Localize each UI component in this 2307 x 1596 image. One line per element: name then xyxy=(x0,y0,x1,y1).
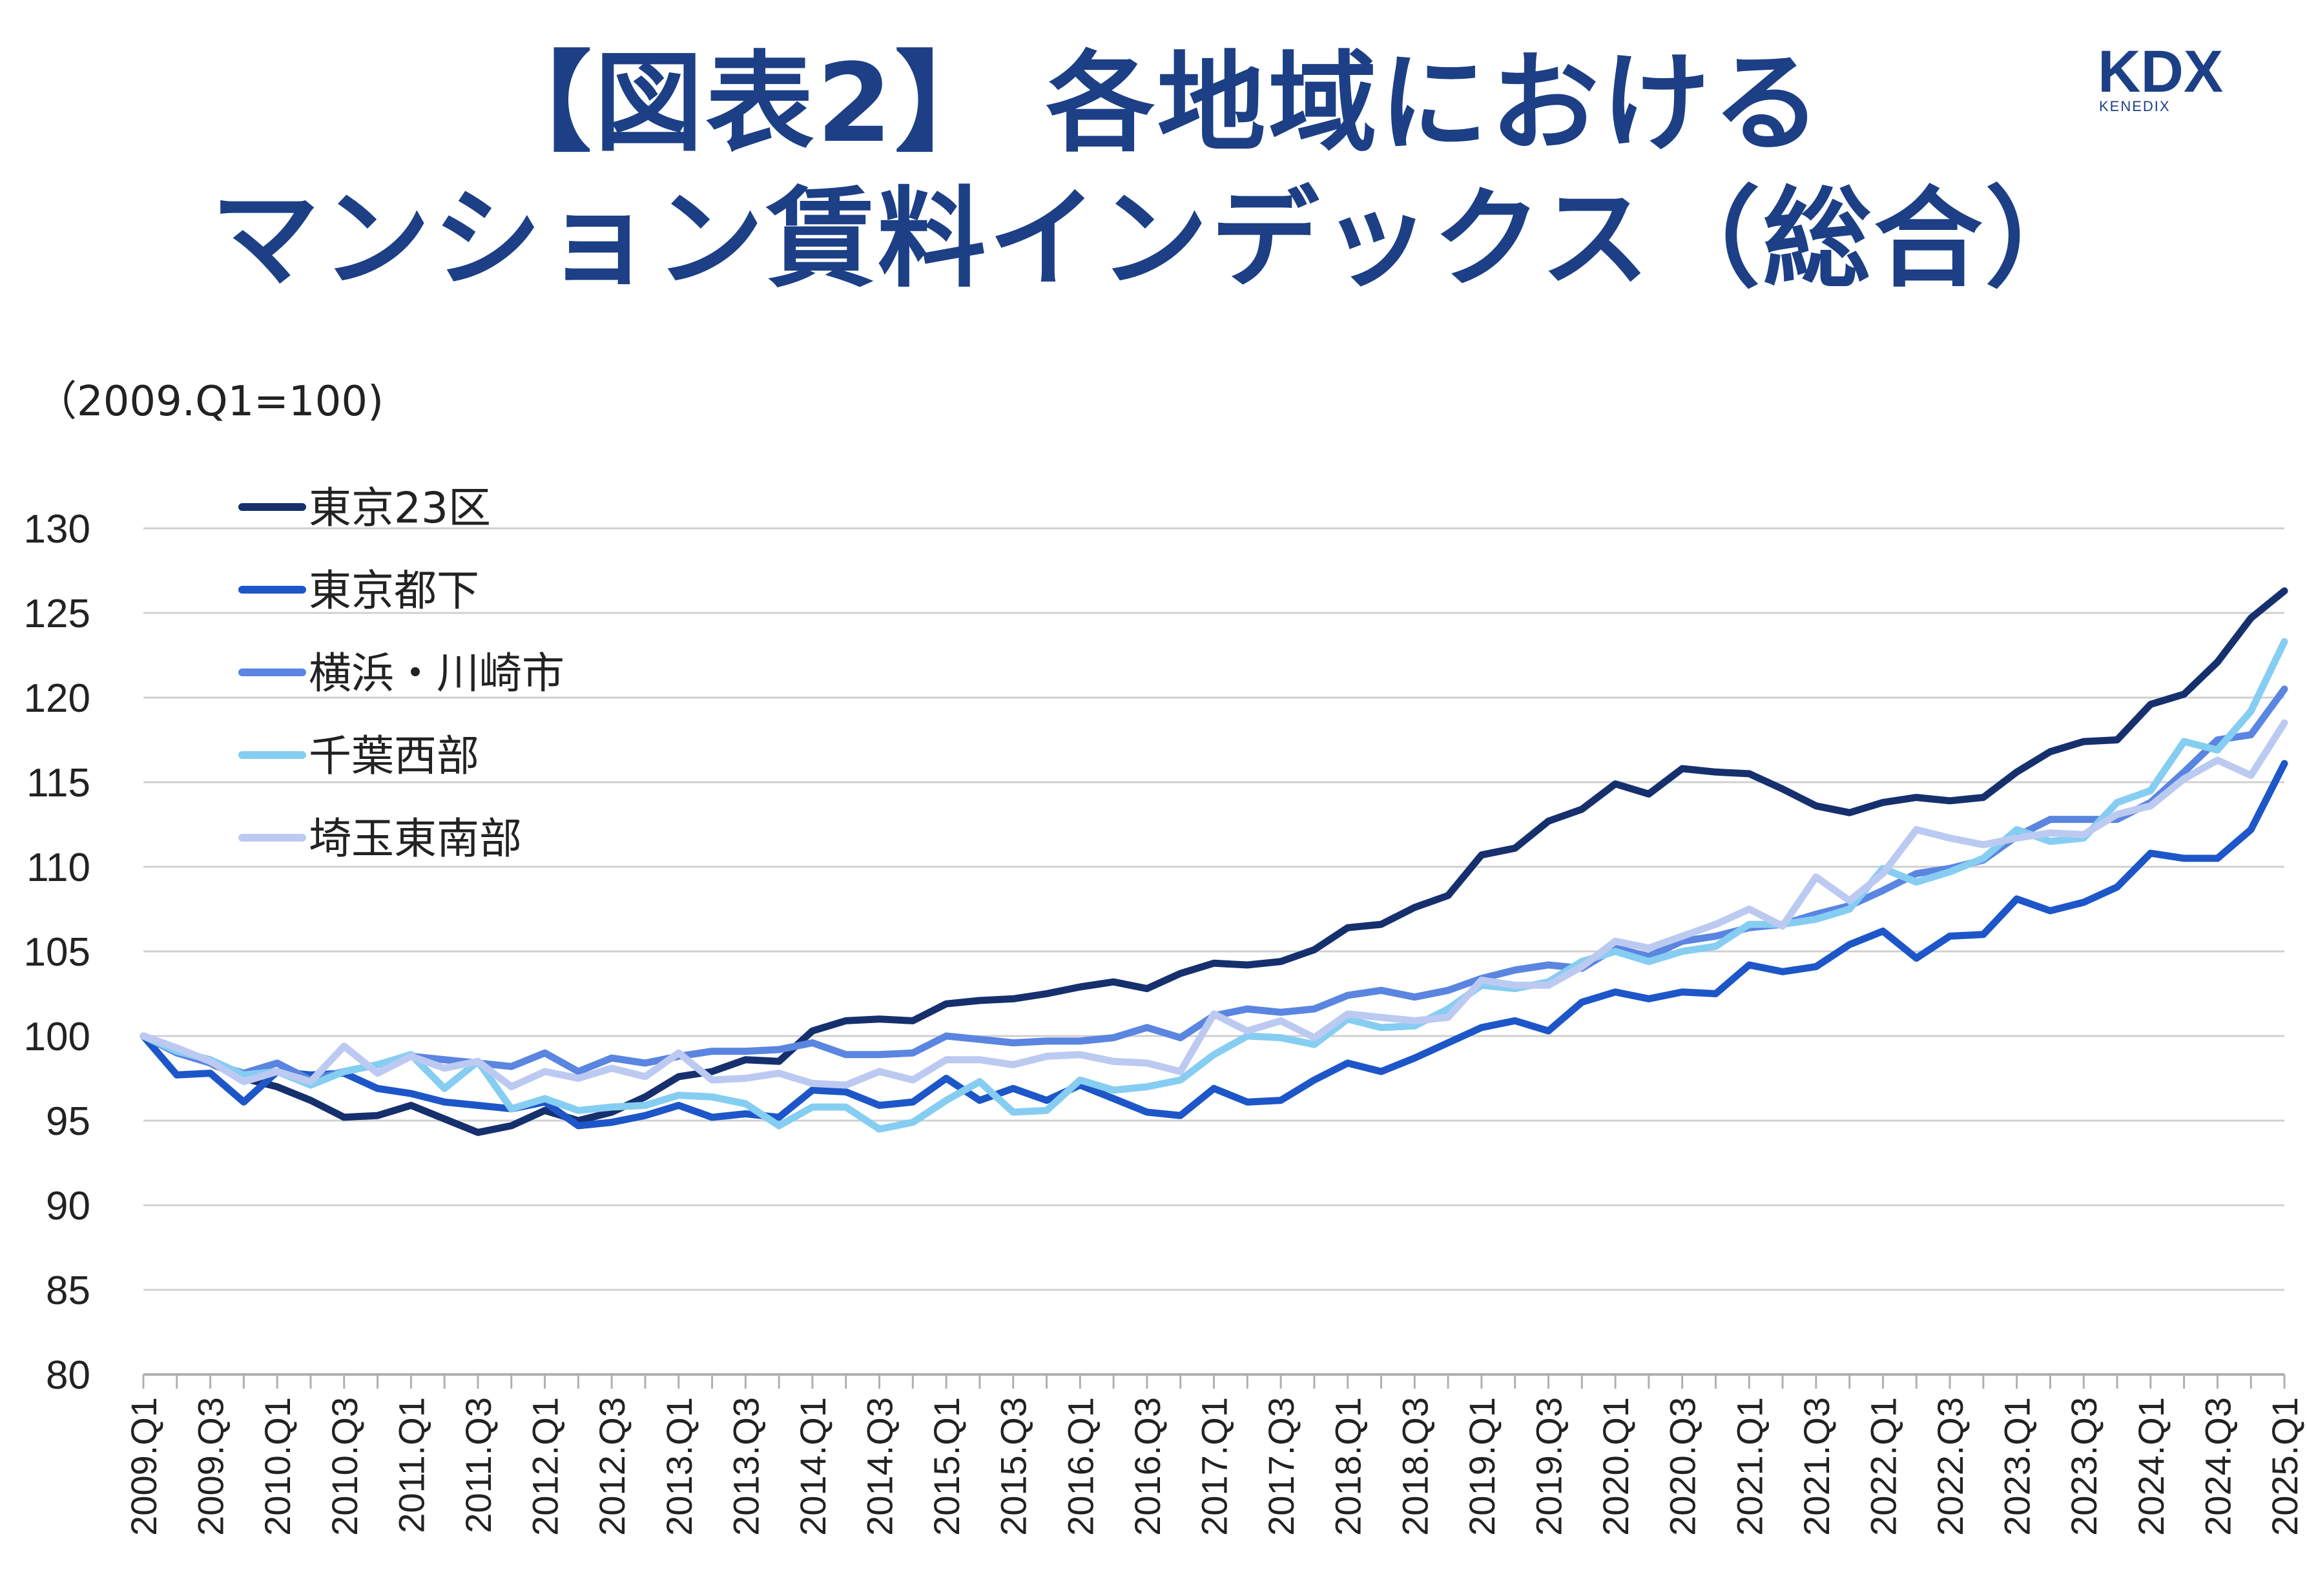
x-tick-label: 2015.Q3 xyxy=(993,1397,1034,1536)
legend-label: 東京都下 xyxy=(309,566,479,616)
y-tick-label: 110 xyxy=(26,845,90,890)
x-tick-label: 2009.Q1 xyxy=(123,1397,164,1536)
x-tick-label: 2010.Q1 xyxy=(257,1397,298,1536)
chart-title: 【図表2】 各地域における マンション賃料インデックス（総合） xyxy=(0,36,2307,307)
y-tick-label: 105 xyxy=(24,930,90,975)
x-tick-label: 2013.Q1 xyxy=(659,1397,699,1536)
legend-label: 横浜・川崎市 xyxy=(309,648,564,698)
x-tick-label: 2011.Q1 xyxy=(391,1397,431,1533)
x-tick-label: 2021.Q3 xyxy=(1796,1397,1837,1536)
x-tick-label: 2016.Q3 xyxy=(1127,1397,1168,1536)
x-tick-label: 2012.Q3 xyxy=(592,1397,632,1536)
x-tick-label: 2014.Q3 xyxy=(860,1397,900,1536)
x-tick-label: 2015.Q1 xyxy=(926,1397,967,1536)
x-tick-label: 2019.Q3 xyxy=(1528,1397,1569,1536)
x-tick-label: 2019.Q1 xyxy=(1462,1397,1502,1536)
x-tick-label: 2010.Q3 xyxy=(324,1397,365,1536)
x-tick-label: 2017.Q3 xyxy=(1261,1397,1301,1536)
logo-text: KDX xyxy=(2098,40,2223,105)
series-line-4 xyxy=(140,638,2288,1133)
x-tick-label: 2024.Q1 xyxy=(2131,1397,2171,1536)
unit-note: （2009.Q1=100) xyxy=(36,378,384,426)
x-tick-label: 2020.Q1 xyxy=(1595,1397,1636,1536)
y-tick-label: 95 xyxy=(46,1099,90,1144)
series-line-5 xyxy=(140,719,2288,1091)
x-tick-label: 2014.Q1 xyxy=(792,1397,833,1536)
x-tick-label: 2018.Q3 xyxy=(1394,1397,1435,1536)
x-tick-label: 2024.Q3 xyxy=(2197,1397,2238,1536)
x-tick-label: 2025.Q1 xyxy=(2264,1397,2305,1536)
y-tick-label: 130 xyxy=(24,507,90,552)
y-tick-label: 85 xyxy=(46,1269,90,1313)
x-tick-label: 2017.Q1 xyxy=(1194,1397,1235,1536)
legend-label: 千葉西部 xyxy=(309,731,479,781)
x-tick-label: 2016.Q1 xyxy=(1060,1397,1101,1536)
y-tick-label: 80 xyxy=(46,1353,90,1398)
kdx-logo: KDX KENEDIX xyxy=(2098,40,2223,114)
x-tick-label: 2023.Q3 xyxy=(2064,1397,2104,1536)
legend-label: 東京23区 xyxy=(309,483,491,533)
x-tick-label: 2011.Q3 xyxy=(458,1397,499,1533)
x-tick-label: 2023.Q1 xyxy=(1997,1397,2038,1536)
legend-label: 埼玉東南部 xyxy=(309,814,522,864)
y-tick-label: 115 xyxy=(26,761,90,805)
x-tick-label: 2009.Q3 xyxy=(191,1397,231,1536)
series-line-1 xyxy=(140,587,2288,1136)
y-tick-label: 125 xyxy=(24,592,90,636)
x-tick-label: 2013.Q3 xyxy=(725,1397,766,1536)
x-tick-label: 2022.Q3 xyxy=(1930,1397,1971,1536)
series-line-2 xyxy=(140,760,2288,1130)
x-tick-label: 2022.Q1 xyxy=(1863,1397,1903,1536)
y-tick-label: 120 xyxy=(24,676,90,721)
x-tick-label: 2012.Q1 xyxy=(525,1397,566,1536)
x-tick-label: 2021.Q1 xyxy=(1729,1397,1770,1536)
x-tick-label: 2018.Q1 xyxy=(1328,1397,1369,1536)
title-line-1: 【図表2】 各地域における xyxy=(483,40,1824,167)
y-tick-label: 100 xyxy=(24,1015,90,1059)
x-tick-label: 2020.Q3 xyxy=(1662,1397,1703,1536)
logo-subtext: KENEDIX xyxy=(2099,98,2171,114)
title-line-2: マンション賃料インデックス（総合） xyxy=(211,176,2096,302)
y-tick-label: 90 xyxy=(46,1184,90,1228)
